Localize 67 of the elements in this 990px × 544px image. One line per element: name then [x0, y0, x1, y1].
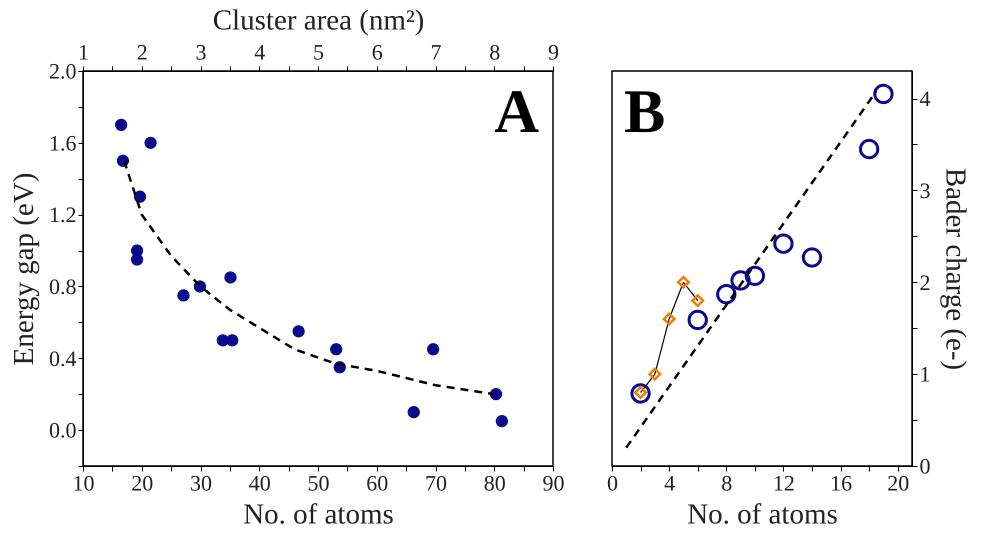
x-tick-label: 30 [190, 470, 212, 496]
point [226, 334, 238, 346]
y-axis-title: Energy gap (eV) [8, 172, 40, 366]
x2-tick-label: 4 [254, 40, 266, 64]
point [648, 368, 662, 381]
y2-tick-label: 3 [920, 178, 930, 203]
point [115, 118, 128, 131]
x2-tick-label: 3 [196, 40, 206, 64]
point [873, 84, 894, 104]
y2-tick-label: 4 [920, 86, 930, 112]
x2-axis-title: Cluster area (nm²) [212, 4, 424, 36]
x2-tick-label: 6 [372, 40, 383, 64]
point [688, 310, 708, 330]
y2-tick-label: 0 [920, 454, 930, 478]
x-tick-label: 70 [425, 470, 447, 496]
x2-tick-label: 9 [548, 40, 559, 64]
x-tick-label: 20 [131, 470, 154, 496]
x-tick-label: 80 [484, 470, 506, 496]
point [490, 388, 502, 400]
point [630, 383, 651, 404]
x-axis-title: No. of atoms [687, 498, 838, 530]
x-tick-label: 8 [721, 470, 732, 496]
x-tick-label: 10 [72, 470, 94, 496]
y-tick-label: 0.8 [49, 274, 76, 299]
x2-tick-label: 2 [136, 40, 148, 64]
point [177, 289, 190, 302]
point [134, 190, 146, 203]
x2-tick-label: 7 [430, 40, 442, 64]
point [773, 234, 794, 254]
point [744, 266, 766, 286]
x-tick-label: 20 [887, 470, 910, 496]
x-tick-label: 60 [366, 470, 388, 496]
point [224, 271, 237, 284]
x-tick-label: 12 [772, 470, 795, 496]
point [716, 284, 736, 304]
annotation: A [494, 78, 540, 146]
x-tick-label: 0 [607, 470, 618, 496]
point [144, 136, 157, 149]
point [676, 276, 690, 289]
point [427, 343, 440, 356]
point [691, 294, 704, 308]
y-tick-label: 1.2 [49, 202, 76, 228]
y-tick-label: 1.6 [49, 130, 76, 156]
point [408, 406, 420, 418]
x-tick-label: 40 [248, 470, 271, 496]
point [330, 343, 342, 356]
y2-axis-title: Bader charge (e-) [940, 168, 972, 370]
point [730, 270, 751, 291]
x-tick-label: 90 [542, 470, 564, 496]
x-axis-title: No. of atoms [243, 498, 394, 530]
point [496, 415, 508, 428]
point [858, 138, 880, 160]
x-tick-label: 50 [308, 470, 330, 496]
point [662, 312, 676, 326]
point [802, 247, 822, 268]
x-tick-label: 4 [664, 470, 676, 496]
x2-tick-label: 1 [78, 40, 89, 64]
y-tick-label: 2.0 [49, 58, 76, 84]
y-tick-label: 0.0 [49, 418, 76, 443]
x2-tick-label: 5 [313, 40, 324, 64]
point [292, 325, 305, 338]
y-tick-label: 0.4 [49, 346, 76, 371]
annotation: B [624, 78, 666, 146]
y2-tick-label: 2 [920, 270, 930, 295]
x-tick-label: 16 [830, 470, 852, 496]
x2-tick-label: 8 [489, 40, 500, 64]
y2-tick-label: 1 [920, 362, 930, 387]
